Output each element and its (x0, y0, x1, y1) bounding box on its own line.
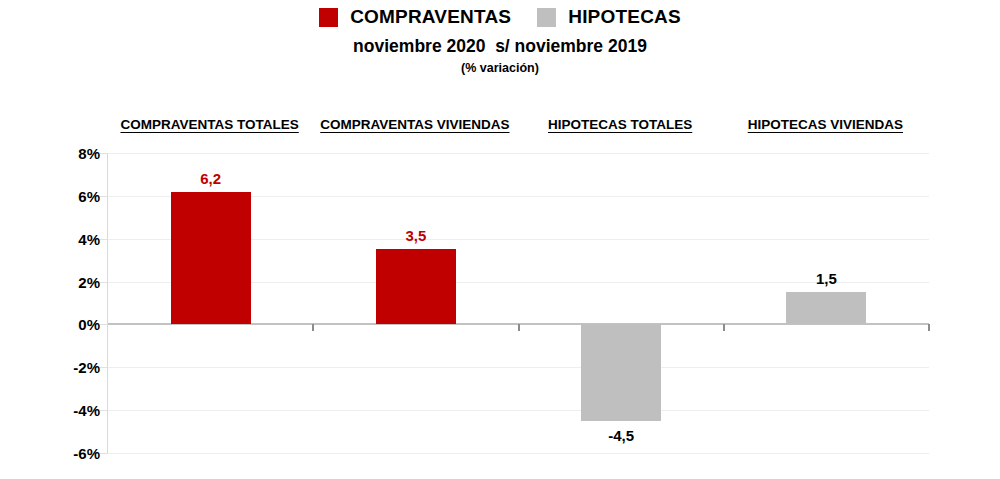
y-axis-tick-label: 6% (78, 187, 100, 204)
category-headers: COMPRAVENTAS TOTALES COMPRAVENTAS VIVIEND… (107, 117, 928, 139)
category-header: HIPOTECAS VIVIENDAS (748, 117, 903, 132)
y-axis-tickmark (100, 196, 108, 197)
y-axis-tick-label: -2% (73, 359, 100, 376)
category-boundary-tick (928, 324, 930, 331)
y-axis-tickmark (100, 153, 108, 154)
bar-value-label: -4,5 (608, 427, 634, 444)
y-axis-tickmark (100, 453, 108, 454)
chart-title: noviembre 2020 s/ noviembre 2019 (0, 36, 1000, 57)
bar-value-label: 6,2 (200, 170, 221, 187)
y-axis-tickmark (100, 324, 108, 325)
legend-label-hipotecas: HIPOTECAS (568, 6, 681, 28)
gridline (108, 453, 929, 454)
plot-area: 6,2 3,5 -4,5 1,5 (107, 153, 929, 453)
bar-value-label: 3,5 (405, 227, 426, 244)
category-boundary-tick (723, 324, 725, 331)
category-header: HIPOTECAS TOTALES (548, 117, 692, 132)
y-axis-tick-label: 0% (78, 316, 100, 333)
hipotecas-swatch-icon (537, 8, 556, 27)
chart-figure: COMPRAVENTAS HIPOTECAS noviembre 2020 s/… (0, 0, 1000, 479)
y-axis-tick-label: 8% (78, 145, 100, 162)
bar-hipotecas (786, 292, 866, 324)
y-axis-tickmark (100, 367, 108, 368)
legend-item-compraventas: COMPRAVENTAS (319, 6, 511, 28)
gridline (108, 367, 929, 368)
y-axis-tick-label: 2% (78, 273, 100, 290)
y-axis-tickmark (100, 282, 108, 283)
compraventas-swatch-icon (319, 8, 338, 27)
chart-legend: COMPRAVENTAS HIPOTECAS (0, 6, 1000, 28)
y-axis-tick-label: -4% (73, 402, 100, 419)
y-axis-tick-label: 4% (78, 230, 100, 247)
y-axis: 8%6%4%2%0%-2%-4%-6% (0, 153, 100, 453)
y-axis-tickmark (100, 239, 108, 240)
legend-label-compraventas: COMPRAVENTAS (350, 6, 511, 28)
category-header: COMPRAVENTAS TOTALES (120, 117, 298, 132)
bar-value-label: 1,5 (816, 270, 837, 287)
gridline (108, 410, 929, 411)
y-axis-tick-label: -6% (73, 445, 100, 462)
bar-compraventas (376, 249, 456, 324)
bar-compraventas (171, 192, 251, 325)
y-axis-tickmark (100, 410, 108, 411)
category-boundary-tick (312, 324, 314, 331)
category-boundary-tick (518, 324, 520, 331)
category-header: COMPRAVENTAS VIVIENDAS (320, 117, 509, 132)
bar-hipotecas (581, 324, 661, 420)
chart-subtitle: (% variación) (0, 61, 1000, 75)
legend-item-hipotecas: HIPOTECAS (537, 6, 681, 28)
gridline (108, 153, 929, 154)
